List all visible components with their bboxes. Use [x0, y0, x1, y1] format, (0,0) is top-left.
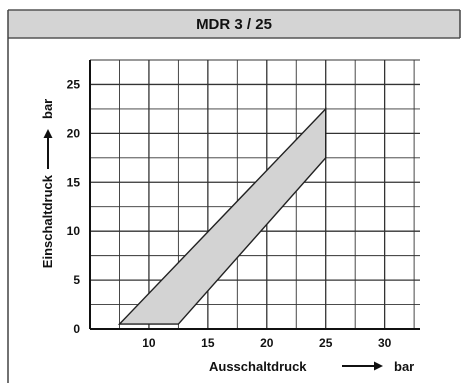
x-tick-label: 10: [142, 336, 156, 350]
x-tick-label: 30: [378, 336, 392, 350]
y-axis-arrowhead-icon: [43, 129, 53, 138]
chart-title: MDR 3 / 25: [196, 16, 272, 33]
y-axis-title: Einschaltdruck: [40, 174, 55, 268]
x-axis-unit: bar: [394, 359, 414, 374]
y-tick-label: 10: [67, 224, 81, 238]
y-tick-label: 5: [73, 273, 80, 287]
x-axis-arrowhead-icon: [374, 361, 383, 371]
y-tick-label: 25: [67, 77, 81, 91]
operating-range-area: [117, 107, 327, 325]
y-tick-label: 20: [67, 126, 81, 140]
x-tick-label: 15: [201, 336, 215, 350]
y-tick-label: 0: [73, 322, 80, 336]
x-tick-label: 20: [260, 336, 274, 350]
x-axis-title: Ausschaltdruck: [209, 359, 307, 374]
y-tick-label: 15: [67, 175, 81, 189]
y-axis-unit: bar: [40, 99, 55, 119]
x-tick-label: 25: [319, 336, 333, 350]
y-axis-title-group: Einschaltdruck bar: [40, 99, 55, 268]
title-band: [8, 10, 460, 38]
tick-labels: 10 15 20 25 30 0 5 10 15 20 25: [67, 77, 392, 350]
plot-area: [89, 59, 420, 330]
